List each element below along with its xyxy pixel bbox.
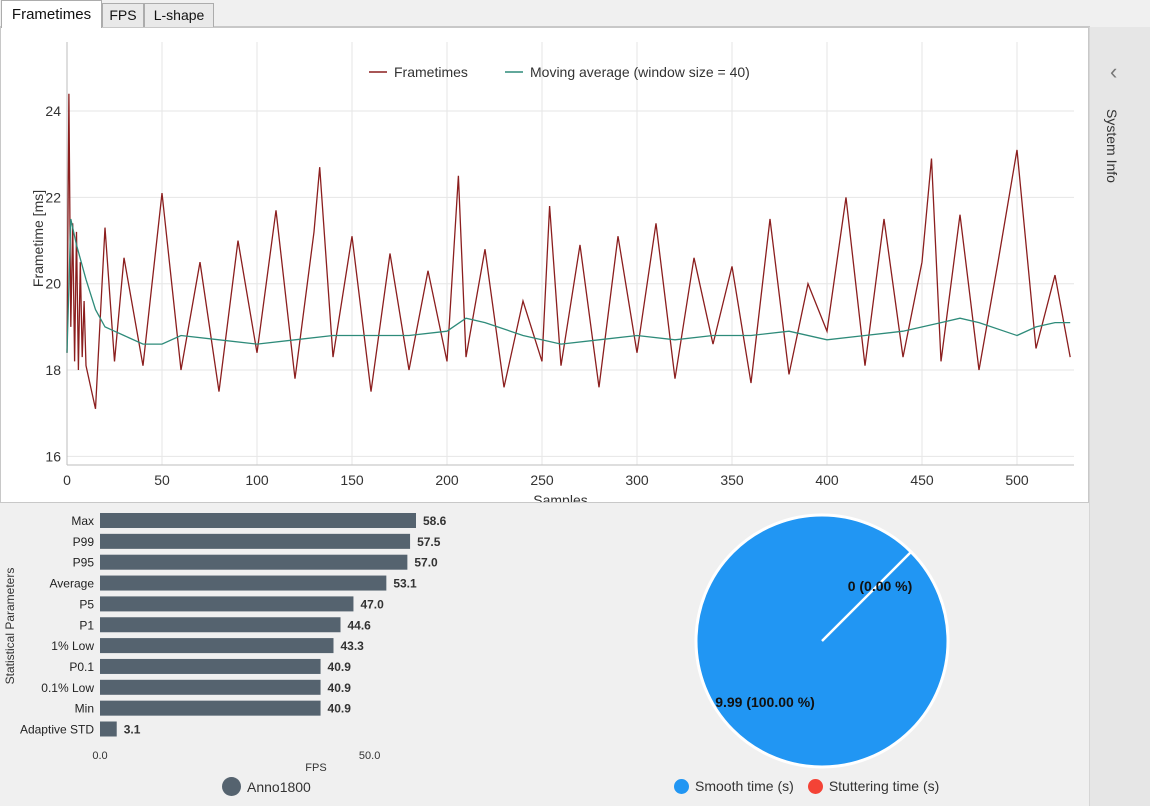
x-tick-label: 150	[340, 472, 364, 488]
bar-category-label: P99	[73, 535, 95, 549]
chevron-left-icon[interactable]: ‹	[1110, 59, 1118, 84]
bar	[100, 617, 341, 633]
tab-bar: Frametimes FPS L-shape	[0, 0, 1090, 28]
legend-swatch-smooth	[674, 778, 689, 794]
x-axis-title: Samples	[533, 492, 587, 502]
statistics-area: Max 58.6 P99 57.5 P95 57.0 Average 53.1 P5 47.0 P1…	[0, 503, 1089, 806]
x-tick-label: 100	[245, 472, 269, 488]
x-tick-label: 500	[1005, 472, 1029, 488]
bar-category-label: P0.1	[69, 660, 94, 674]
legend-item-stutter: Stuttering time (s)	[807, 778, 940, 794]
tab-l-shape[interactable]: L-shape	[144, 3, 214, 27]
moving-average-series-line	[66, 218, 1071, 353]
bar-value-label: 40.9	[328, 681, 352, 695]
y-tick-label: 20	[45, 276, 61, 292]
bar-category-label: Adaptive STD	[20, 723, 94, 737]
bar	[100, 513, 416, 528]
legend-swatch-stutter	[807, 778, 823, 794]
bar	[100, 658, 321, 674]
legend-label-0: Frametimes	[394, 64, 468, 80]
bar-x-tick-label: 0.0	[92, 750, 107, 762]
legend-label-stutter: Stuttering time (s)	[828, 778, 940, 794]
pie-chart-legend: Smooth time (s) Stuttering time (s)	[674, 778, 953, 794]
bar-x-axis-title: FPS	[305, 762, 326, 773]
bar-value-label: 57.0	[414, 556, 438, 570]
bar	[100, 596, 354, 612]
bar-value-label: 40.9	[328, 660, 352, 674]
y-tick-label: 16	[45, 448, 61, 464]
legend-label-smooth: Smooth time (s)	[695, 778, 794, 794]
legend-swatch-anno1800	[222, 777, 241, 796]
x-tick-label: 400	[815, 472, 839, 488]
bar-category-label: 1% Low	[51, 639, 94, 653]
bar-category-label: 0.1% Low	[41, 681, 94, 695]
bar-category-label: Min	[75, 702, 94, 716]
y-tick-label: 22	[45, 189, 61, 205]
x-tick-label: 200	[435, 472, 459, 488]
bar-value-label: 40.9	[328, 702, 352, 716]
bar-value-label: 53.1	[393, 577, 417, 591]
legend-item-smooth: Smooth time (s)	[674, 778, 794, 794]
bar-category-label: Average	[50, 577, 95, 591]
frametime-chart[interactable]: 0 50 100 150 200 250 300 350 400 450 500 16 18 20 22 24…	[1, 28, 1088, 502]
bar-value-label: 57.5	[417, 535, 441, 549]
bar-value-label: 44.6	[348, 618, 372, 632]
bar-y-axis-title: Statistical Parameters	[3, 568, 17, 685]
tab-frametimes[interactable]: Frametimes	[1, 0, 102, 28]
pie-slice-divider	[821, 551, 912, 642]
frametime-series-line	[66, 93, 1071, 410]
bar-x-tick-label: 50.0	[359, 750, 380, 762]
bar-category-label: Max	[71, 514, 94, 528]
pie-label-smooth: 9.99 (100.00 %)	[715, 694, 815, 710]
x-tick-label: 50	[154, 472, 170, 488]
bar	[100, 700, 321, 716]
x-tick-label: 450	[910, 472, 934, 488]
y-tick-label: 24	[45, 103, 61, 119]
bar-value-label: 3.1	[124, 723, 141, 737]
x-tick-label: 350	[720, 472, 744, 488]
legend-label-1: Moving average (window size = 40)	[530, 64, 750, 80]
y-axis-title: Frametime [ms]	[30, 190, 46, 287]
tab-fps[interactable]: FPS	[102, 3, 144, 27]
bar-value-label: 58.6	[423, 514, 447, 528]
system-info-label[interactable]: System Info	[1104, 109, 1120, 183]
frametime-chart-panel: 0 50 100 150 200 250 300 350 400 450 500 16 18 20 22 24…	[0, 27, 1089, 503]
bar-value-label: 43.3	[340, 639, 364, 653]
bar-category-label: P1	[79, 618, 94, 632]
legend-label-anno1800: Anno1800	[247, 778, 311, 795]
x-tick-label: 300	[625, 472, 649, 488]
bar-category-label: P95	[73, 556, 95, 570]
bar	[100, 575, 387, 591]
bar	[100, 638, 334, 654]
bar	[100, 533, 411, 549]
bar-category-label: P5	[79, 597, 94, 611]
y-tick-label: 18	[45, 362, 61, 378]
x-tick-label: 250	[530, 472, 554, 488]
x-tick-label: 0	[63, 472, 71, 488]
statistical-parameters-chart: Max 58.6 P99 57.5 P95 57.0 Average 53.1 P5 47.0 P1…	[3, 513, 447, 773]
stutter-pie-chart: 0 (0.00 %) 9.99 (100.00 %)	[694, 513, 950, 769]
bar	[100, 721, 117, 737]
bar	[100, 554, 408, 570]
bar-chart-legend: Anno1800	[222, 777, 311, 796]
system-info-sidebar[interactable]: ‹ System Info	[1089, 27, 1150, 806]
bar	[100, 679, 321, 695]
pie-label-stutter: 0 (0.00 %)	[848, 578, 913, 594]
bar-value-label: 47.0	[360, 597, 384, 611]
